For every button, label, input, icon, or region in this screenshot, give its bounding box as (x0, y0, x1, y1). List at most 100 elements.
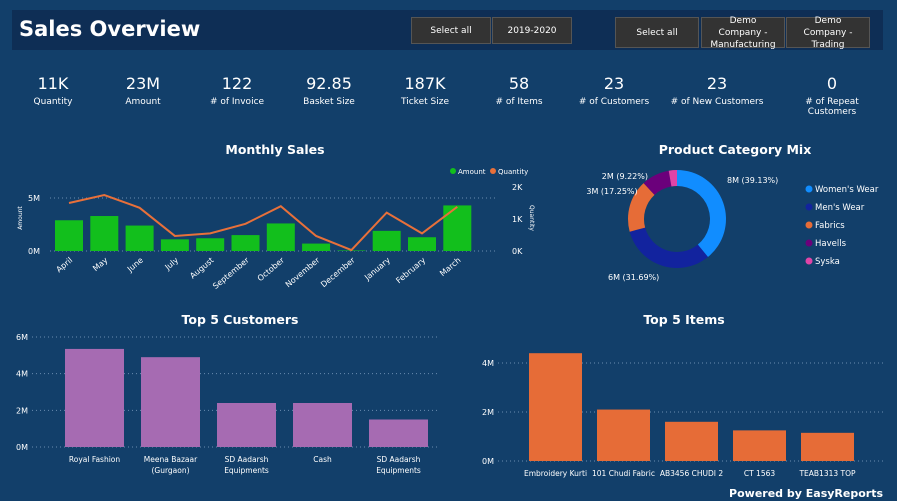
legend-label: Fabrics (815, 221, 845, 231)
monthly-sales-title: Monthly Sales (225, 142, 325, 157)
bar-amount (125, 225, 154, 251)
x-tick: April (54, 256, 74, 275)
bar (801, 432, 854, 461)
bar-amount (196, 238, 225, 251)
kpi-card: 23M Amount (93, 74, 193, 107)
kpi-value: 92.85 (306, 74, 352, 93)
x-tick: May (91, 255, 110, 273)
kpi-card: 23 # of Customers (564, 74, 664, 107)
company-manufacturing-button[interactable]: Demo Company - Manufacturing (701, 16, 785, 50)
x-tick: July (163, 255, 181, 272)
y2-tick: 2K (512, 183, 523, 192)
kpi-card: 0 # of Repeat Customers (782, 74, 882, 117)
legend-label: Havells (815, 239, 847, 249)
data-label: 2M (9.22%) (602, 172, 648, 181)
kpi-label: # of Invoice (209, 97, 265, 107)
category-mix-title: Product Category Mix (658, 142, 812, 157)
y-tick: 2M (16, 406, 28, 415)
bar (529, 353, 582, 461)
y2-tick: 1K (512, 215, 523, 224)
bar-amount (302, 243, 331, 251)
legend-quantity-icon (490, 168, 496, 174)
kpi-label: # of Customers (578, 97, 650, 107)
top-customers-title: Top 5 Customers (181, 312, 299, 327)
kpi-label: Basket Size (303, 97, 355, 107)
line-quantity (68, 193, 458, 252)
kpi-label: Quantity (33, 97, 73, 107)
x-tick: June (125, 256, 145, 275)
bar-amount (372, 230, 401, 251)
y-tick: 0M (482, 457, 494, 466)
kpi-label: # of Items (495, 97, 543, 107)
donut-slice (628, 183, 655, 232)
kpi-value: 0 (826, 74, 838, 93)
kpi-value: 58 (508, 74, 530, 93)
legend-icon (805, 185, 813, 193)
legend-label: Men's Wear (815, 203, 865, 213)
bar-amount (160, 239, 189, 251)
x-tick: January (362, 255, 392, 282)
x-tick: AB3456 CHUDI 2 (660, 469, 723, 478)
kpi-value: 23 (706, 74, 728, 93)
bar (597, 409, 650, 461)
kpi-card: 187K Ticket Size (375, 74, 475, 107)
bar-amount (443, 205, 472, 251)
x-tick: 101 Chudi Fabric (592, 469, 655, 478)
bar (665, 421, 718, 461)
kpi-value: 187K (404, 74, 446, 93)
x-tick: TEAB1313 TOP (798, 469, 856, 478)
donut-slice (677, 170, 726, 258)
kpi-card: 23 # of New Customers (667, 74, 767, 107)
y-axis-label: Amount (17, 206, 24, 230)
year-select-all-button[interactable]: Select all (411, 17, 491, 44)
donut-slice (643, 170, 672, 195)
y2-axis-label: Quantity (528, 205, 535, 231)
y-tick: 4M (16, 370, 28, 379)
bar-amount (408, 237, 436, 251)
legend-icon (805, 221, 813, 229)
x-tick: March (438, 256, 462, 279)
legend-quantity: Quantity (498, 168, 528, 176)
y-tick: 0M (16, 443, 28, 452)
bar (293, 403, 352, 447)
bar-amount (266, 223, 295, 251)
donut-slice (668, 170, 677, 187)
bar (65, 348, 124, 447)
legend-amount: Amount (458, 168, 486, 176)
x-tick: SD Aadarsh Equipments (224, 455, 269, 475)
data-label: 8M (39.13%) (727, 176, 778, 185)
kpi-label: # of New Customers (670, 97, 764, 107)
legend-label: Syska (815, 257, 840, 267)
company-select-all-button[interactable]: Select all (615, 17, 699, 48)
bar-amount (90, 216, 119, 251)
footer-credit: Powered by EasyReports (729, 487, 883, 500)
x-tick: November (284, 255, 322, 289)
x-tick: Embroidery Kurti (524, 469, 587, 478)
y-tick: 4M (482, 359, 494, 368)
y-tick: 5M (28, 194, 40, 203)
x-tick: February (394, 255, 427, 285)
donut-slice (629, 227, 708, 269)
year-2019-2020-button[interactable]: 2019-2020 (492, 17, 572, 44)
x-tick: September (211, 255, 251, 291)
legend-icon (805, 257, 813, 265)
y-tick: 2M (482, 408, 494, 417)
kpi-value: 11K (37, 74, 69, 93)
legend-icon (805, 203, 813, 211)
company-trading-button[interactable]: Demo Company - Trading (786, 16, 870, 50)
x-tick: Meena Bazaar (Gurgaon) (144, 455, 198, 475)
bar (733, 430, 786, 461)
kpi-card: 11K Quantity (3, 74, 103, 107)
kpi-value: 23M (125, 74, 161, 93)
x-tick: Cash (313, 455, 332, 464)
legend-label: Women's Wear (815, 185, 879, 195)
y2-tick: 0K (512, 247, 523, 256)
kpi-label: Ticket Size (401, 97, 449, 107)
bar (369, 419, 428, 447)
bar (141, 357, 200, 447)
y-tick: 0M (28, 247, 40, 256)
bar-amount (231, 235, 260, 251)
legend-icon (805, 239, 813, 247)
kpi-value: 122 (221, 74, 253, 93)
